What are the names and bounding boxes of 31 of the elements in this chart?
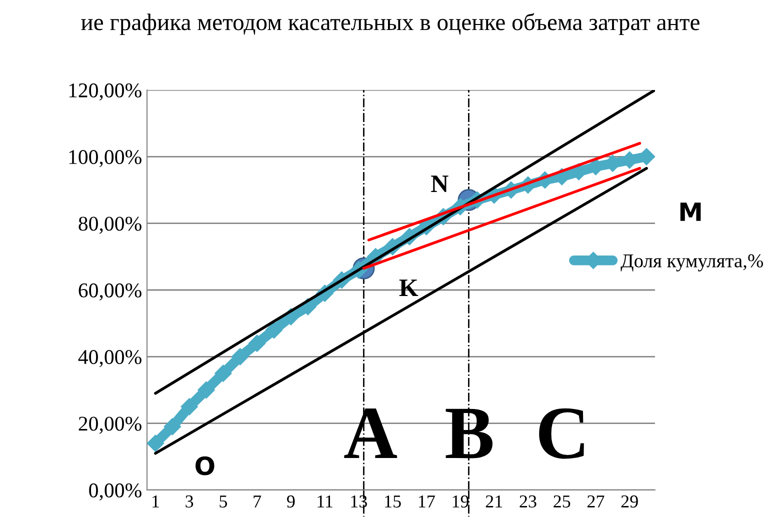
- x-tick-label: 23: [520, 495, 536, 508]
- x-tick-label: 15: [385, 495, 401, 508]
- annotation: A: [344, 408, 398, 458]
- x-tick-label: 21: [486, 495, 502, 508]
- x-tick-label: 11: [318, 495, 332, 508]
- x-tick-label: 9: [287, 495, 295, 508]
- x-tick-label: 5: [220, 496, 228, 508]
- y-tick-label: 20,00%: [78, 416, 142, 434]
- annotation: O: [196, 456, 214, 476]
- y-tick-label: 60,00%: [78, 283, 142, 300]
- annotation: C: [539, 408, 584, 459]
- annotation: K: [399, 280, 418, 296]
- x-tick-label: 29: [621, 495, 638, 508]
- y-tick-label: 80,00%: [78, 216, 142, 234]
- x-tick-label: 1: [152, 495, 159, 508]
- chart-title: ие графика методом касательных в оценке объема затрат анте: [81, 13, 700, 36]
- x-tick-label: 27: [588, 495, 604, 508]
- x-tick-label: 13: [351, 495, 367, 508]
- x-tick-label: 3: [186, 495, 194, 508]
- y-tick-label: 0,00%: [89, 483, 142, 500]
- x-tick-label: 17: [418, 495, 435, 508]
- x-tick-label: 19: [452, 495, 469, 508]
- y-tick-label: 120,00%: [69, 83, 142, 100]
- annotation: N: [431, 176, 448, 192]
- legend-label: Доля кумулята,%: [620, 254, 764, 272]
- x-tick-label: 25: [554, 495, 570, 508]
- annotation: B: [446, 408, 493, 458]
- y-tick-label: 40,00%: [78, 350, 142, 368]
- y-tick-label: 100,00%: [69, 150, 142, 168]
- x-tick-label: 7: [254, 496, 262, 508]
- text: M: [680, 202, 701, 221]
